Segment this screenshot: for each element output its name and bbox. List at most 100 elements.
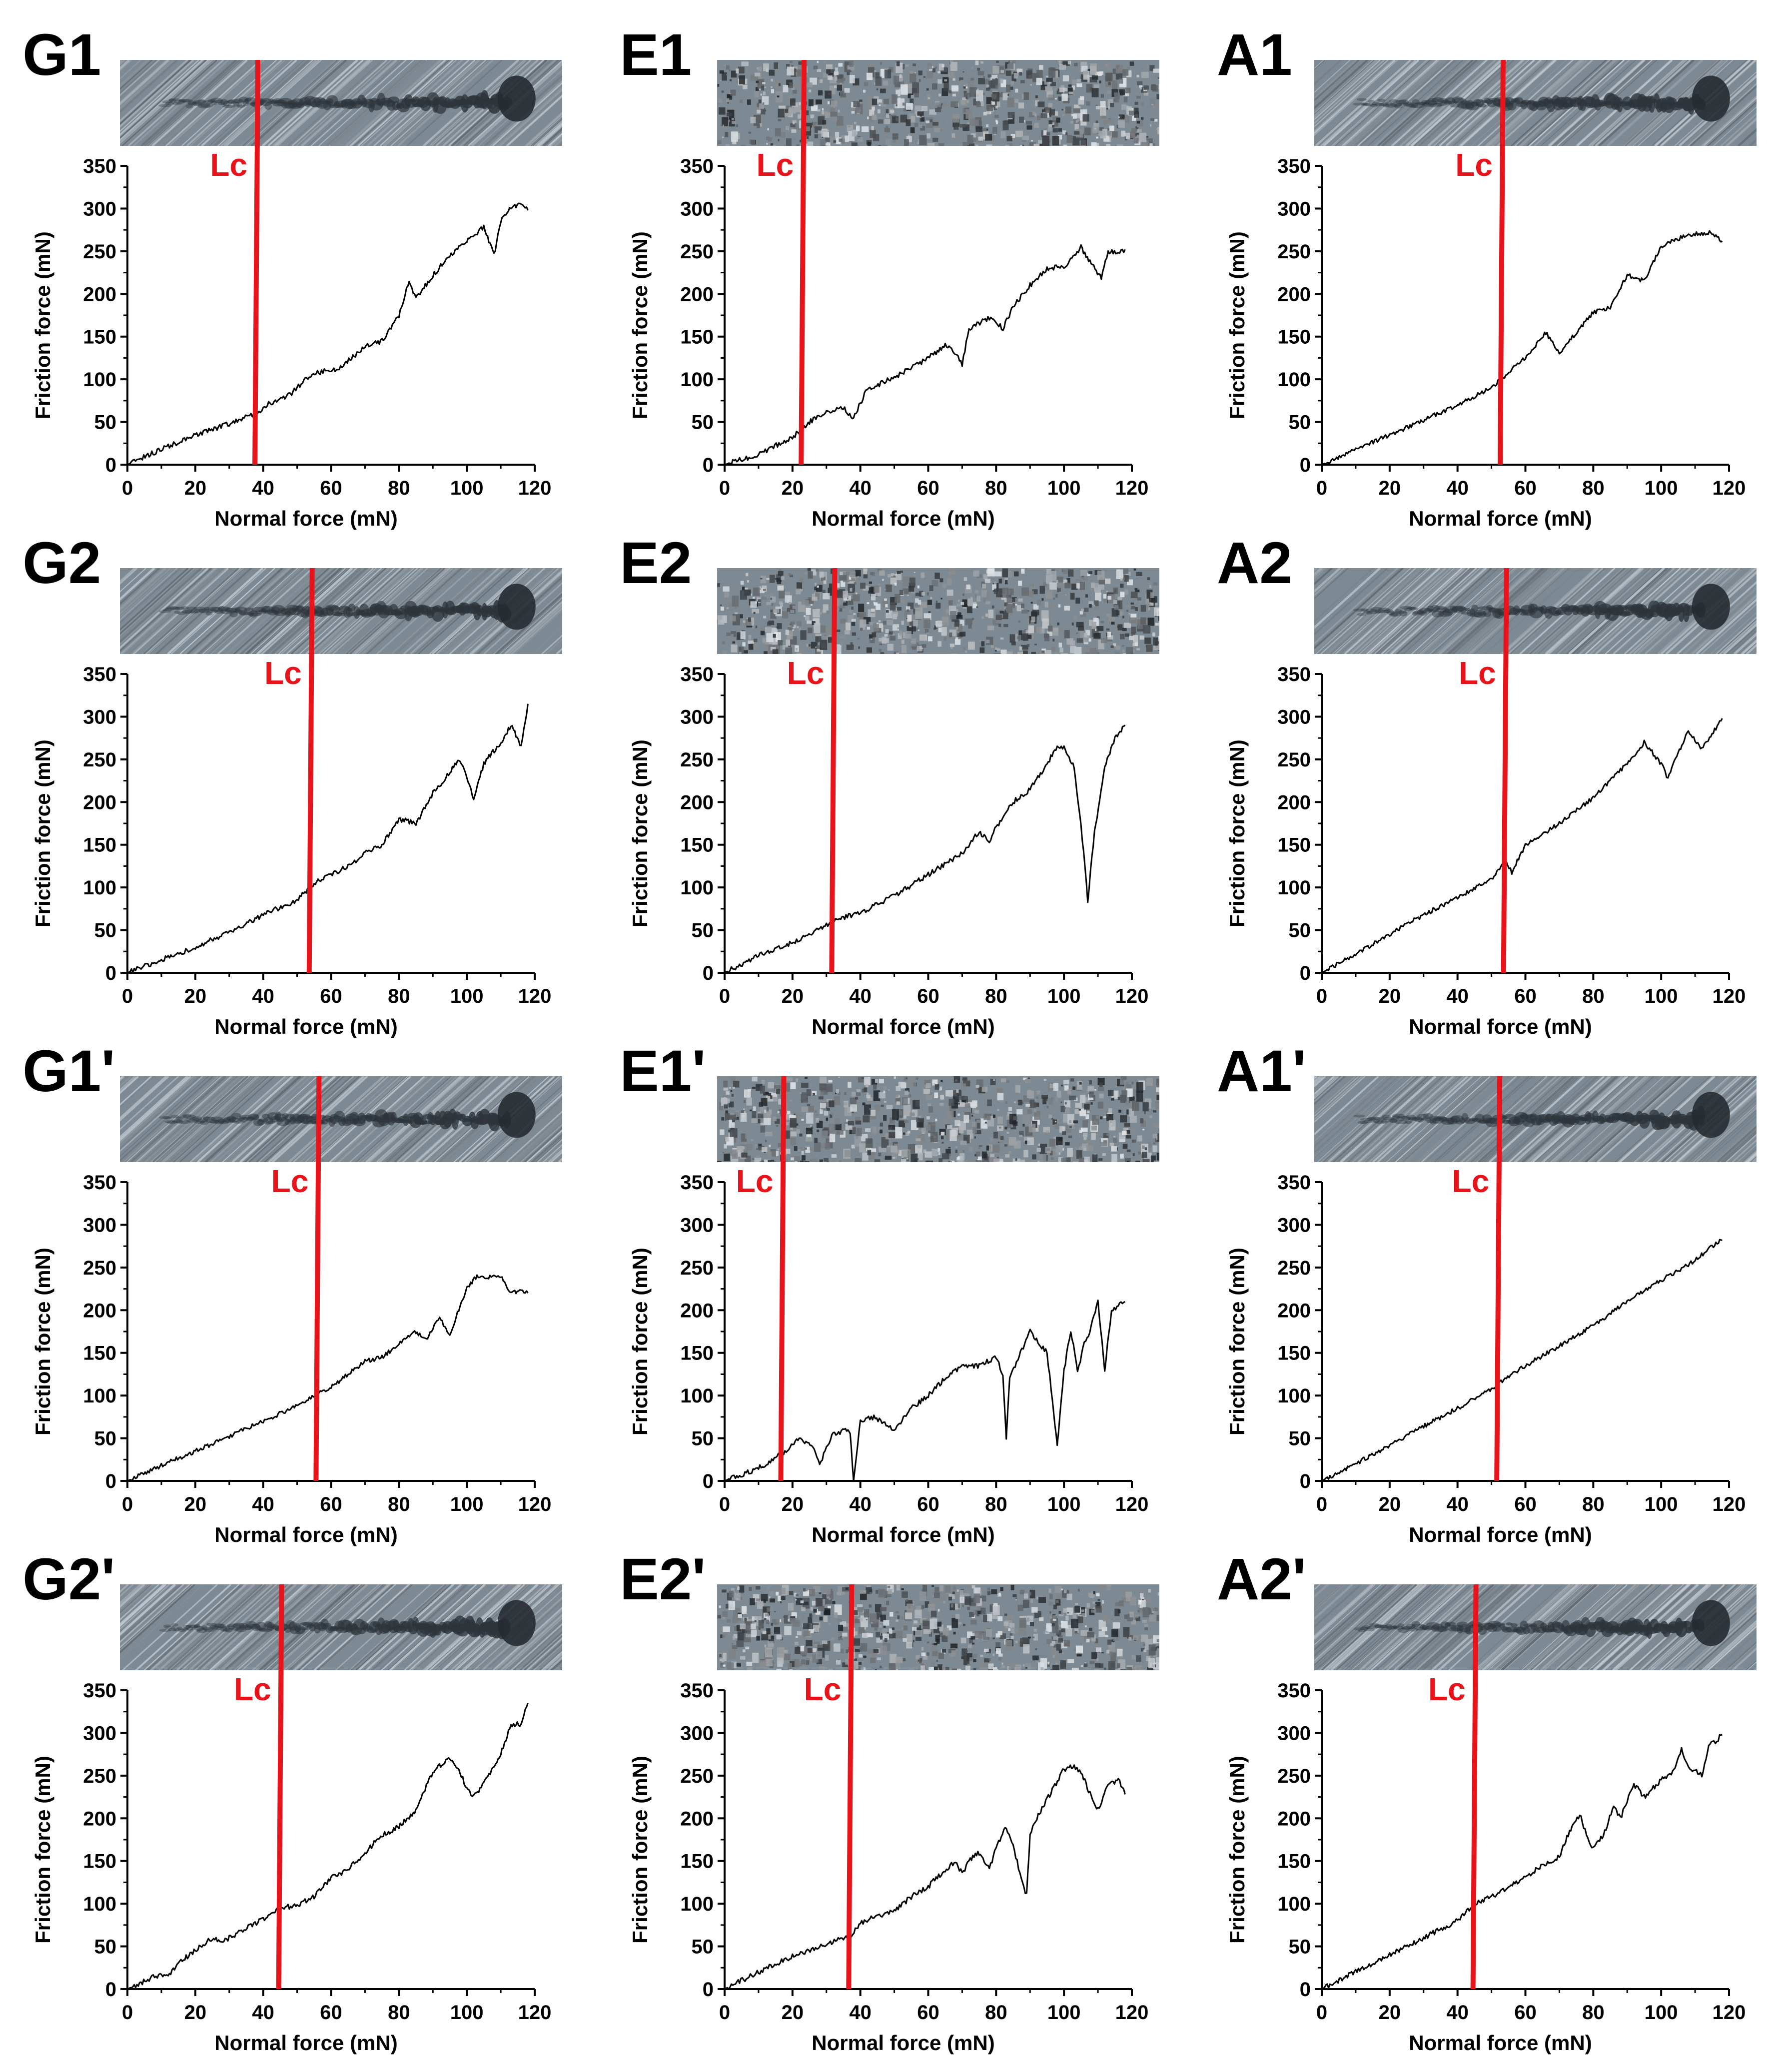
y-tick-label: 200 <box>680 1300 714 1322</box>
y-tick-label: 150 <box>680 834 714 856</box>
y-tick-label: 0 <box>105 962 116 984</box>
friction-curve <box>1321 230 1723 466</box>
y-tick-label: 0 <box>105 1470 116 1492</box>
y-tick-label: 50 <box>94 1428 117 1450</box>
x-tick-label: 120 <box>1713 2002 1746 2024</box>
micrograph-strip <box>717 1584 1159 1670</box>
y-axis-label: Friction force (mN) <box>628 739 652 927</box>
lc-marker-line <box>252 59 261 465</box>
y-tick-label: 50 <box>94 920 117 942</box>
y-tick-label: 100 <box>680 1385 714 1407</box>
y-axis-label: Friction force (mN) <box>31 739 54 927</box>
x-tick-label: 80 <box>985 1493 1007 1515</box>
x-tick-label: 20 <box>184 2002 207 2024</box>
y-tick-label: 200 <box>680 1808 714 1830</box>
x-tick-label: 60 <box>1514 1493 1537 1515</box>
lc-marker-line <box>778 1076 787 1481</box>
y-axis-label: Friction force (mN) <box>1225 739 1249 927</box>
micrograph-strip <box>120 60 562 146</box>
y-tick-label: 0 <box>703 1979 714 2001</box>
x-tick-label: 0 <box>122 477 133 499</box>
x-tick-label: 40 <box>252 985 274 1007</box>
y-tick-label: 350 <box>1277 664 1311 686</box>
panel-a2: A2 0 20 40 60 80 100 120 0 50 100 150 200 250 300 350 No… <box>1217 530 1757 1038</box>
lc-label: Lc <box>271 1163 309 1199</box>
y-tick-label: 200 <box>83 283 116 305</box>
x-tick-label: 0 <box>719 1493 730 1515</box>
x-tick-label: 0 <box>719 2002 730 2024</box>
y-tick-label: 250 <box>83 749 116 771</box>
panel-e1: E1 0 20 40 60 80 100 120 0 50 100 150 200 250 300 350 No… <box>620 22 1159 530</box>
lc-label: Lc <box>1459 655 1496 691</box>
x-axis-label: Normal force (mN) <box>812 1523 994 1546</box>
y-tick-label: 100 <box>1277 369 1311 391</box>
x-tick-label: 40 <box>1446 2002 1469 2024</box>
panel-label: G2' <box>22 1546 115 1612</box>
lc-marker-line <box>799 59 807 465</box>
friction-curve <box>127 1703 529 1990</box>
y-tick-label: 50 <box>692 1428 714 1450</box>
x-axis-label: Normal force (mN) <box>1409 1015 1592 1038</box>
x-tick-label: 100 <box>1047 985 1081 1007</box>
x-tick-label: 80 <box>1582 477 1605 499</box>
lc-marker-line <box>313 1076 322 1481</box>
x-tick-label: 80 <box>388 1493 410 1515</box>
x-tick-label: 20 <box>782 2002 804 2024</box>
y-tick-label: 300 <box>1277 1214 1311 1236</box>
y-tick-label: 150 <box>1277 326 1311 348</box>
y-tick-label: 250 <box>680 241 714 263</box>
y-tick-label: 150 <box>83 1851 116 1873</box>
y-tick-label: 200 <box>83 1808 116 1830</box>
x-axis-label: Normal force (mN) <box>214 2031 397 2055</box>
x-tick-label: 40 <box>1446 1493 1469 1515</box>
x-tick-label: 20 <box>1379 1493 1401 1515</box>
y-tick-label: 300 <box>83 706 116 728</box>
y-tick-label: 100 <box>83 1385 116 1407</box>
lc-label: Lc <box>757 147 794 183</box>
x-tick-label: 100 <box>1645 477 1678 499</box>
y-tick-label: 0 <box>105 1979 116 2001</box>
panel-label: G1' <box>22 1038 115 1104</box>
y-tick-label: 150 <box>83 326 116 348</box>
x-tick-label: 80 <box>388 477 410 499</box>
friction-curve <box>1321 718 1723 974</box>
lc-label: Lc <box>787 655 825 691</box>
x-tick-label: 0 <box>1316 985 1327 1007</box>
panel-label: G2 <box>22 530 101 596</box>
x-tick-label: 20 <box>1379 477 1401 499</box>
x-tick-label: 60 <box>1514 985 1537 1007</box>
x-tick-label: 40 <box>849 1493 872 1515</box>
lc-label: Lc <box>1455 147 1493 183</box>
panel-a1-prime: A1' 0 20 40 60 80 100 120 0 50 100 150 200 250 300 350 N… <box>1217 1038 1757 1546</box>
y-tick-label: 50 <box>692 412 714 434</box>
panel-e2-prime: E2' 0 20 40 60 80 100 120 0 50 100 150 200 250 300 350 N… <box>620 1546 1159 2055</box>
x-axis-label: Normal force (mN) <box>812 2031 994 2055</box>
lc-marker-line <box>1497 59 1506 465</box>
panel-a2-prime: A2' 0 20 40 60 80 100 120 0 50 100 150 200 250 300 350 N… <box>1217 1546 1757 2055</box>
x-tick-label: 20 <box>1379 2002 1401 2024</box>
lc-label: Lc <box>210 147 247 183</box>
x-tick-label: 100 <box>1047 477 1081 499</box>
lc-label: Lc <box>234 1671 271 1707</box>
x-tick-label: 120 <box>518 985 552 1007</box>
x-tick-label: 100 <box>450 1493 484 1515</box>
x-tick-label: 120 <box>1713 1493 1746 1515</box>
micrograph-strip <box>717 1076 1159 1162</box>
y-tick-label: 350 <box>83 1680 116 1702</box>
panel-g2: G2 0 20 40 60 80 100 120 0 50 100 150 200 250 300 350 No… <box>22 530 562 1038</box>
panel-label: A2 <box>1217 530 1292 596</box>
lc-marker-line <box>306 568 315 973</box>
x-tick-label: 80 <box>1582 985 1605 1007</box>
x-tick-label: 40 <box>849 477 872 499</box>
x-tick-label: 60 <box>917 1493 939 1515</box>
x-tick-label: 80 <box>985 2002 1007 2024</box>
y-tick-label: 250 <box>680 749 714 771</box>
y-axis-label: Friction force (mN) <box>628 1248 652 1435</box>
x-axis-label: Normal force (mN) <box>1409 2031 1592 2055</box>
friction-curve <box>127 202 529 466</box>
y-tick-label: 200 <box>1277 283 1311 305</box>
x-tick-label: 0 <box>1316 1493 1327 1515</box>
y-tick-label: 150 <box>83 834 116 856</box>
y-tick-label: 100 <box>1277 1893 1311 1915</box>
lc-marker-line <box>276 1584 284 1990</box>
